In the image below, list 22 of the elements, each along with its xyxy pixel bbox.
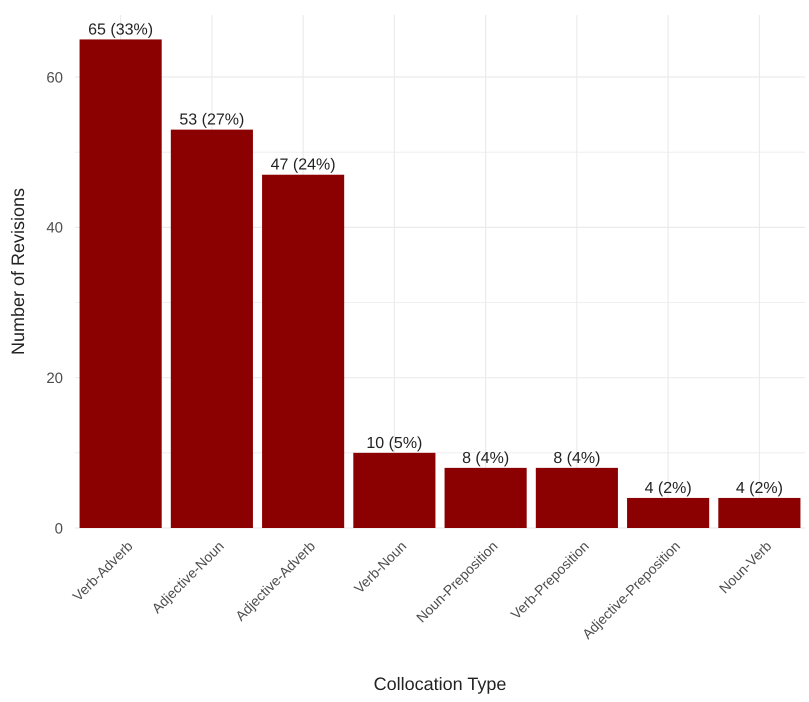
data-label: 4 (2%) — [736, 480, 783, 497]
data-label: 47 (24%) — [270, 156, 336, 174]
data-label: 10 (5%) — [366, 434, 422, 452]
y-axis-title: Number of Revisions — [8, 188, 28, 356]
bar — [627, 498, 710, 528]
y-tick-label: 60 — [46, 69, 63, 86]
y-tick-label: 20 — [46, 370, 63, 387]
y-tick-label: 0 — [54, 520, 63, 538]
data-label: 4 (2%) — [644, 480, 692, 497]
x-axis-title: Collocation Type — [374, 674, 506, 694]
bar — [444, 468, 527, 528]
data-label: 65 (33%) — [88, 21, 154, 38]
data-label: 8 (4%) — [462, 450, 510, 467]
bar — [262, 174, 344, 528]
bar — [353, 452, 436, 528]
bar — [80, 39, 162, 528]
bar — [718, 498, 800, 528]
y-tick-label: 40 — [46, 220, 63, 237]
data-label: 8 (4%) — [553, 450, 600, 467]
data-label: 53 (27%) — [179, 112, 244, 129]
bar — [536, 468, 618, 528]
bar — [170, 130, 253, 528]
